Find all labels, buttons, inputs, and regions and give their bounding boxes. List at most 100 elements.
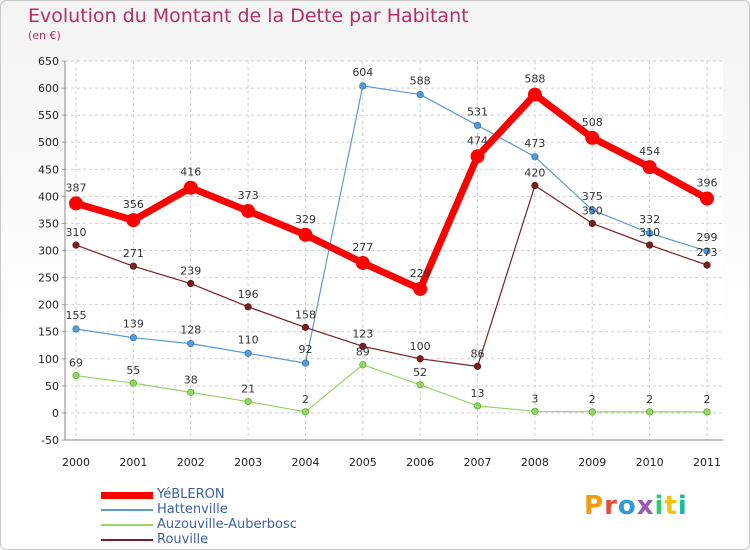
x-tick-label: 2010 xyxy=(636,456,664,469)
logo-letter: P xyxy=(584,491,605,521)
y-tick-label: 350 xyxy=(38,217,59,230)
series-line-0 xyxy=(75,91,709,293)
x-tick-label: 2008 xyxy=(521,456,549,469)
x-tick-label: 2002 xyxy=(177,456,205,469)
data-label: 196 xyxy=(238,288,259,301)
data-label: 52 xyxy=(413,366,427,379)
logo-letter: i xyxy=(654,491,665,521)
x-tick-label: 2009 xyxy=(578,456,606,469)
legend-label: Rouville xyxy=(157,532,209,547)
data-label: 139 xyxy=(123,318,144,331)
data-label: 310 xyxy=(66,226,87,239)
data-label: 2 xyxy=(646,393,653,406)
legend-label: YéBLERON xyxy=(157,487,225,502)
y-tick-label: 400 xyxy=(38,190,59,203)
data-label: 474 xyxy=(467,134,488,147)
x-tick-label: 2007 xyxy=(464,456,492,469)
data-label: 332 xyxy=(639,213,660,226)
legend-label: Auzouville-Auberbosc xyxy=(157,517,297,532)
data-point xyxy=(470,149,485,164)
data-label: 329 xyxy=(295,213,316,226)
series-line-3 xyxy=(75,184,708,367)
data-point xyxy=(359,342,367,350)
data-label: 588 xyxy=(524,73,545,86)
y-tick-label: 150 xyxy=(38,326,59,339)
data-point xyxy=(703,247,711,255)
data-point xyxy=(72,241,80,249)
data-label: 277 xyxy=(352,241,373,254)
data-label: 158 xyxy=(295,308,316,321)
data-label: 299 xyxy=(697,231,718,244)
data-label: 13 xyxy=(471,387,485,400)
data-label: 2 xyxy=(704,393,711,406)
data-label: 128 xyxy=(180,324,201,337)
data-point xyxy=(531,181,539,190)
y-tick-label: 600 xyxy=(38,82,59,95)
data-label: 373 xyxy=(238,189,259,202)
data-point xyxy=(187,340,195,348)
data-point xyxy=(588,408,596,416)
data-point xyxy=(187,279,195,288)
data-point xyxy=(301,323,310,331)
y-tick-label: 50 xyxy=(45,380,59,393)
data-point xyxy=(413,281,428,296)
series-line-1 xyxy=(75,85,708,364)
y-tick-label: 100 xyxy=(38,353,59,366)
data-point xyxy=(646,229,654,237)
data-point xyxy=(646,241,654,249)
data-point xyxy=(129,379,137,387)
y-tick-label: 0 xyxy=(52,407,59,420)
data-point xyxy=(72,371,80,380)
data-label: 310 xyxy=(639,226,660,239)
data-point xyxy=(416,355,424,363)
data-point xyxy=(69,196,83,211)
data-label: 229 xyxy=(410,267,431,280)
data-point xyxy=(244,349,252,357)
x-tick-label: 2004 xyxy=(291,456,319,469)
data-point xyxy=(129,262,137,270)
y-tick-label: 200 xyxy=(38,299,59,312)
data-label: 2 xyxy=(589,393,596,406)
data-point xyxy=(473,402,482,410)
data-point xyxy=(585,130,600,145)
data-label: 356 xyxy=(123,198,144,211)
data-label: 350 xyxy=(582,204,603,217)
data-label: 588 xyxy=(410,75,431,88)
data-label: 21 xyxy=(241,383,255,396)
legend-label: Hattenville xyxy=(157,502,228,517)
data-point xyxy=(416,90,424,99)
logo-letter: i xyxy=(677,491,688,521)
legend-swatch xyxy=(101,491,153,499)
data-point xyxy=(244,397,252,406)
x-tick-label: 2011 xyxy=(693,456,721,469)
chart-subtitle: (en €) xyxy=(28,29,61,42)
data-point xyxy=(703,261,711,269)
x-tick-label: 2001 xyxy=(119,456,147,469)
x-tick-label: 2005 xyxy=(349,456,377,469)
data-point xyxy=(646,408,654,416)
legend-swatch xyxy=(101,524,153,526)
data-point xyxy=(72,325,80,333)
y-tick-label: 550 xyxy=(38,109,59,122)
data-point xyxy=(359,82,367,90)
proxiti-logo: Proxiti xyxy=(584,491,688,521)
data-label: 69 xyxy=(69,357,83,370)
data-label: 375 xyxy=(582,190,603,203)
y-tick-label: 250 xyxy=(38,272,59,285)
logo-letter: r xyxy=(604,491,618,521)
data-label: 123 xyxy=(352,327,373,340)
data-label: 454 xyxy=(639,145,660,158)
data-point xyxy=(416,381,424,389)
data-label: 387 xyxy=(66,181,87,194)
data-point xyxy=(301,359,310,367)
data-point xyxy=(703,408,711,416)
data-point xyxy=(355,255,370,270)
data-label: 110 xyxy=(238,333,259,346)
data-label: 55 xyxy=(126,364,140,377)
data-label: 271 xyxy=(123,247,144,260)
legend-swatch xyxy=(101,509,153,511)
x-tick-label: 2006 xyxy=(406,456,434,469)
data-point xyxy=(473,121,482,130)
data-point xyxy=(642,160,657,175)
